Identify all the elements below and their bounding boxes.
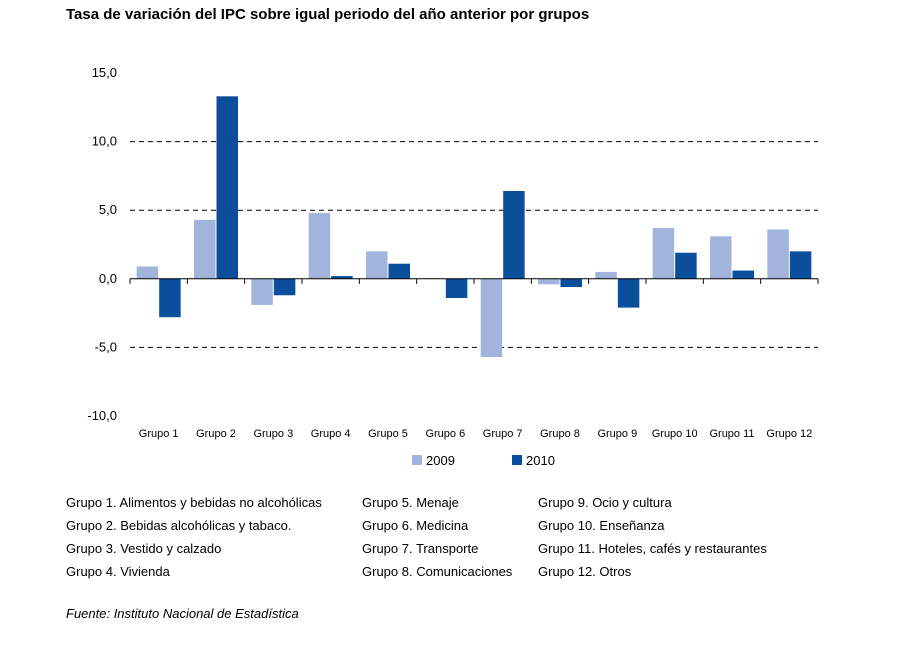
group-description: Grupo 1. Alimentos y bebidas no alcohóli… [66,495,322,510]
category-label: Grupo 9 [597,428,637,440]
bar-2010 [617,278,640,308]
category-label: Grupo 6 [425,428,465,440]
bar-2010 [388,263,410,279]
legend-swatch [412,455,422,465]
bar-2009 [767,229,789,279]
category-label: Grupo 2 [196,428,236,440]
category-label: Grupo 3 [253,428,293,440]
bar-chart: -10,0 -5,0 0,0 5,0 10,0 15,0 Grupo 1 Grupo 2 Gru… [87,65,819,468]
group-description: Grupo 8. Comunicaciones [362,564,513,579]
bar-2009 [194,219,216,279]
y-tick-label: -5,0 [95,339,117,354]
category-label: Grupo 10 [652,428,698,440]
category-label: Grupo 5 [368,428,408,440]
group-description: Grupo 7. Transporte [362,541,479,556]
legend-label: 2010 [526,453,555,468]
group-description: Grupo 3. Vestido y calzado [66,541,222,556]
category-label: Grupo 11 [709,428,754,440]
category-label: Grupo 12 [766,428,812,440]
bar-2009 [366,251,388,279]
group-description: Grupo 4. Vivienda [66,564,170,579]
bar-2009 [652,228,675,279]
y-tick-label: 5,0 [99,202,117,217]
y-tick-label: 0,0 [99,271,117,286]
y-tick-label: 10,0 [92,134,117,149]
group-description: Grupo 10. Enseñanza [538,518,665,533]
legend-swatch [512,455,522,465]
category-label: Grupo 1 [139,428,179,440]
bar-2010 [503,190,525,279]
group-description: Grupo 6. Medicina [362,518,469,533]
chart-title: Tasa de variación del IPC sobre igual pe… [66,6,590,23]
description-column-1: Grupo 1. Alimentos y bebidas no alcohóli… [66,491,322,583]
description-column-2: Grupo 5. Menaje Grupo 6. Medicina Grupo … [362,491,512,583]
bar-2010 [445,278,468,299]
bar-2009 [308,212,331,279]
description-column-3: Grupo 9. Ocio y cultura Grupo 10. Enseña… [538,491,767,583]
bar-2009 [710,236,732,279]
bar-2010 [732,270,754,279]
y-tick-label: -10,0 [87,408,117,423]
source-note: Fuente: Instituto Nacional de Estadístic… [66,606,299,621]
bar-2009 [136,266,159,279]
category-label: Grupo 4 [311,428,351,440]
bar-2010 [273,278,296,296]
group-description: Grupo 5. Menaje [362,495,459,510]
bar-2009 [595,271,617,279]
bar-2010 [216,96,238,279]
group-description: Grupo 2. Bebidas alcohólicas y tabaco. [66,518,292,533]
group-description: Grupo 9. Ocio y cultura [538,495,672,510]
bar-2010 [789,251,812,279]
legend-label: 2009 [426,453,455,468]
bar-2010 [159,278,181,318]
bar-2010 [331,276,353,279]
category-label: Grupo 8 [540,428,580,440]
group-description: Grupo 11. Hoteles, cafés y restaurantes [538,541,767,556]
category-label: Grupo 7 [483,428,523,440]
bar-2009 [251,278,273,305]
y-tick-label: 15,0 [92,65,117,80]
bar-2010 [675,252,697,279]
group-description: Grupo 12. Otros [538,564,632,579]
bar-2010 [560,278,582,288]
bar-2009 [480,278,503,358]
bar-2009 [538,278,560,285]
